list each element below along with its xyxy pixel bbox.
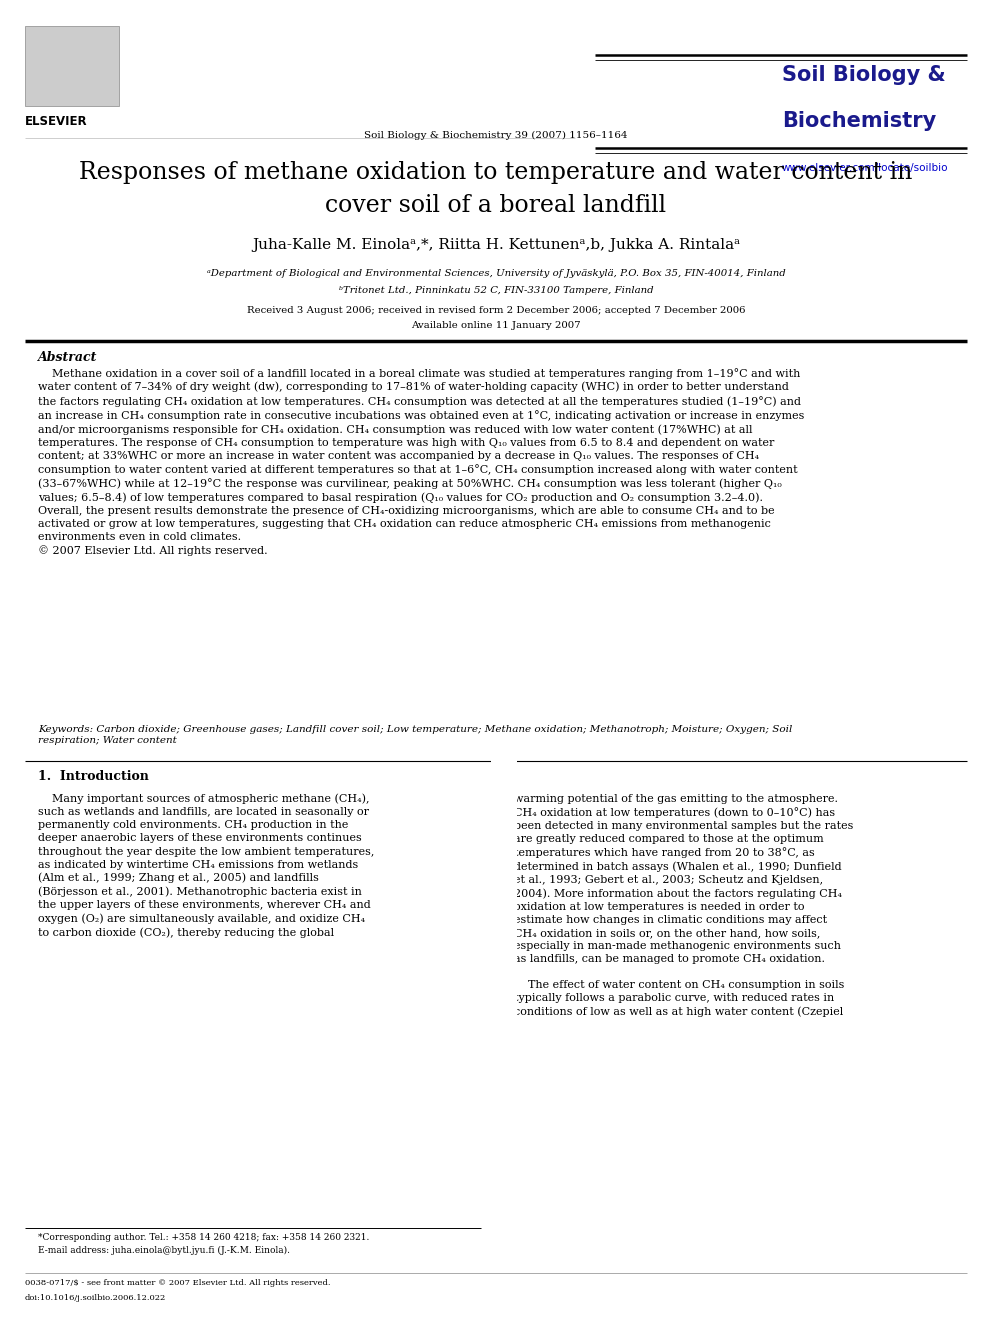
Text: warming potential of the gas emitting to the atmosphere.
CH₄ oxidation at low te: warming potential of the gas emitting to… [514, 794, 853, 1017]
Bar [25, 26, 119, 106]
Text: Many important sources of atmospheric methane (CH₄),
such as wetlands and landfi: Many important sources of atmospheric me… [38, 794, 374, 938]
Text: Biochemistry: Biochemistry [782, 111, 935, 131]
Text: Soil Biology &: Soil Biology & [782, 65, 945, 85]
Text: Soil Biology & Biochemistry 39 (2007) 1156–1164: Soil Biology & Biochemistry 39 (2007) 11… [364, 131, 628, 140]
Text: Abstract: Abstract [38, 351, 97, 364]
Bar [491, 754, 517, 1257]
Text: ᵇTritonet Ltd., Pinninkatu 52 C, FIN-33100 Tampere, Finland: ᵇTritonet Ltd., Pinninkatu 52 C, FIN-331… [338, 286, 654, 295]
Text: Keywords: Carbon dioxide; Greenhouse gases; Landfill cover soil; Low temperature: Keywords: Carbon dioxide; Greenhouse gas… [38, 725, 792, 745]
Text: E-mail address: juha.einola@bytl.jyu.fi (J.-K.M. Einola).: E-mail address: juha.einola@bytl.jyu.fi … [38, 1246, 290, 1256]
Text: Juha-Kalle M. Einolaᵃ,*, Riitta H. Kettunenᵃ,b, Jukka A. Rintalaᵃ: Juha-Kalle M. Einolaᵃ,*, Riitta H. Kettu… [252, 238, 740, 253]
Text: www.elsevier.com/locate/soilbio: www.elsevier.com/locate/soilbio [782, 163, 948, 173]
Text: 0038-0717/$ - see front matter © 2007 Elsevier Ltd. All rights reserved.: 0038-0717/$ - see front matter © 2007 El… [25, 1279, 330, 1287]
Text: doi:10.1016/j.soilbio.2006.12.022: doi:10.1016/j.soilbio.2006.12.022 [25, 1294, 166, 1302]
Text: *Corresponding author. Tel.: +358 14 260 4218; fax: +358 14 260 2321.: *Corresponding author. Tel.: +358 14 260… [38, 1233, 369, 1242]
Text: ELSEVIER: ELSEVIER [25, 115, 87, 128]
Text: Available online 11 January 2007: Available online 11 January 2007 [412, 321, 580, 331]
Text: 1.  Introduction: 1. Introduction [38, 770, 149, 783]
Text: Responses of methane oxidation to temperature and water content in
cover soil of: Responses of methane oxidation to temper… [79, 161, 913, 217]
Text: Received 3 August 2006; received in revised form 2 December 2006; accepted 7 Dec: Received 3 August 2006; received in revi… [247, 306, 745, 315]
Text: Methane oxidation in a cover soil of a landfill located in a boreal climate was : Methane oxidation in a cover soil of a l… [38, 368, 805, 557]
Text: ᵃDepartment of Biological and Environmental Sciences, University of Jyväskylä, P: ᵃDepartment of Biological and Environmen… [206, 269, 786, 278]
